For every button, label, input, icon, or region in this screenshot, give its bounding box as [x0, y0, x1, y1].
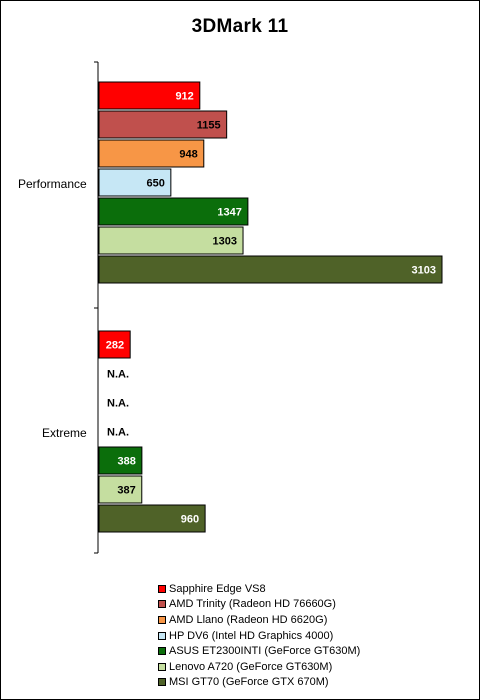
category-label-extreme: Extreme: [42, 426, 87, 440]
legend-item: AMD Llano (Radeon HD 6620G): [158, 612, 458, 628]
bar: [98, 330, 131, 359]
legend-swatch: [158, 631, 166, 640]
bar-value-label: 1303: [213, 236, 237, 248]
legend-item: ASUS ET2300INTI (GeForce GT630M): [158, 643, 458, 659]
legend-label: Lenovo A720 (GeForce GT630M): [169, 660, 333, 673]
bar-value-label: N.A.: [107, 427, 129, 439]
legend-label: HP DV6 (Intel HD Graphics 4000): [169, 629, 334, 642]
bar: [98, 139, 205, 168]
bar-value-label: 960: [181, 514, 199, 526]
chart-legend: Sapphire Edge VS8 AMD Trinity (Radeon HD…: [158, 581, 458, 690]
legend-label: ASUS ET2300INTI (GeForce GT630M): [169, 645, 361, 658]
bar: [98, 110, 228, 139]
legend-swatch: [158, 615, 166, 624]
bar: [98, 168, 172, 197]
bar-value-label: 912: [175, 91, 193, 103]
bar-value-label: N.A.: [107, 369, 129, 381]
legend-label: Sapphire Edge VS8: [169, 582, 266, 595]
bar: [98, 226, 244, 255]
legend-item: Lenovo A720 (GeForce GT630M): [158, 659, 458, 675]
bar: [98, 255, 443, 284]
bar-value-label: 387: [117, 485, 135, 497]
bar-value-label: 1155: [197, 120, 221, 132]
bar-value-label: 3103: [412, 265, 436, 277]
chart-title: 3DMark 11: [191, 16, 289, 37]
legend-item: AMD Trinity (Radeon HD 76660G): [158, 597, 458, 613]
legend-swatch: [158, 662, 166, 671]
bar: [98, 475, 143, 504]
legend-item: Sapphire Edge VS8: [158, 581, 458, 597]
bar-value-label: N.A.: [107, 398, 129, 410]
legend-swatch: [158, 678, 166, 687]
legend-item: HP DV6 (Intel HD Graphics 4000): [158, 628, 458, 644]
legend-label: AMD Llano (Radeon HD 6620G): [169, 613, 328, 626]
bar-value-label: 282: [106, 340, 124, 352]
bar-value-label: 1347: [217, 207, 241, 219]
bar: [98, 504, 206, 533]
bar-value-label: 388: [118, 456, 136, 468]
legend-label: MSI GT70 (GeForce GTX 670M): [169, 676, 329, 689]
legend-swatch: [158, 600, 166, 609]
legend-swatch: [158, 647, 166, 656]
bar: [98, 446, 143, 475]
bar-value-label: 948: [179, 149, 197, 161]
legend-swatch: [158, 584, 166, 593]
bar-value-label: 650: [146, 178, 164, 190]
legend-label: AMD Trinity (Radeon HD 76660G): [169, 598, 336, 611]
bar: [98, 81, 201, 110]
legend-item: MSI GT70 (GeForce GTX 670M): [158, 675, 458, 691]
bar: [98, 197, 249, 226]
category-label-performance: Performance: [18, 177, 87, 191]
